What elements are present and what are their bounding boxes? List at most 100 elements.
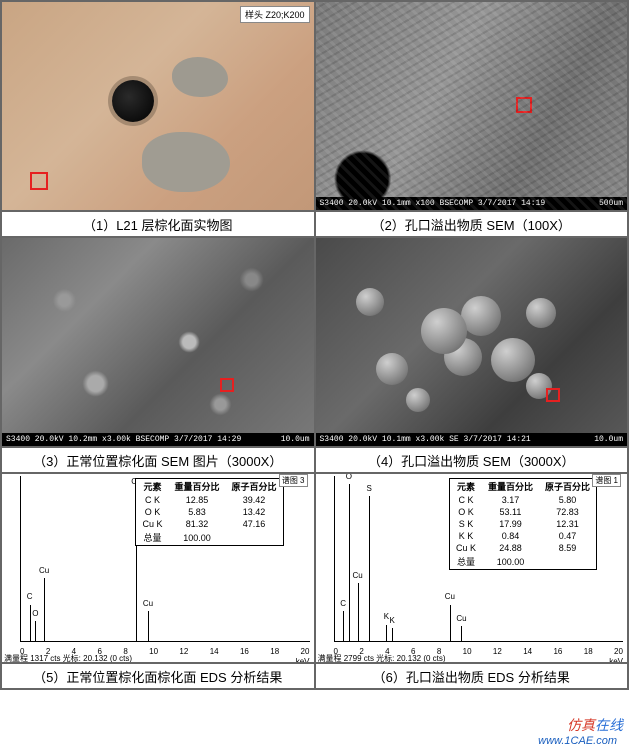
xaxis-tick: 18 [270, 647, 279, 656]
eds-td: 12.85 [168, 494, 225, 506]
xaxis-tick: 12 [179, 647, 188, 656]
eds-td: 53.11 [482, 506, 539, 518]
watermark-a: 仿真 [567, 717, 595, 733]
panel-1-caption: （1）L21 层棕化面实物图 [1, 211, 315, 237]
eds-td: 5.80 [539, 494, 597, 506]
eds-peak [450, 605, 451, 641]
xaxis-tick: 18 [584, 647, 593, 656]
eds-td: C K [449, 494, 482, 506]
watermark-url: www.1CAE.com [538, 735, 617, 747]
eds-th: 原子百分比 [225, 479, 283, 495]
panel-2-redbox [516, 97, 532, 113]
panel-4-semlabel: S3400 20.0kV 10.1mm x3.00k SE 3/7/2017 1… [316, 433, 628, 446]
panel-5-toptag: 谱图 3 [279, 474, 308, 487]
panel-2-caption: （2）孔口溢出物质 SEM（100X） [315, 211, 629, 237]
eds-td: 17.99 [482, 518, 539, 530]
panel-1-image: 样头 Z20;K200 [1, 1, 315, 211]
eds-peak [343, 611, 344, 641]
eds-peak [461, 626, 462, 641]
eds-td [539, 554, 597, 570]
sem-bubble [356, 288, 384, 316]
eds-th: 重量百分比 [168, 479, 225, 495]
eds-td: 81.32 [168, 518, 225, 530]
eds-td: 0.47 [539, 530, 597, 542]
eds-th: 元素 [136, 479, 169, 495]
eds-peak-label: O [346, 473, 352, 481]
eds-th: 元素 [449, 479, 482, 495]
eds-peak-label: C [340, 599, 346, 608]
eds-peak-label: Cu [456, 614, 466, 623]
sem-bubble [461, 296, 501, 336]
eds-td: 72.83 [539, 506, 597, 518]
xaxis-tick: 16 [240, 647, 249, 656]
panel-3-redbox [220, 378, 234, 392]
eds-peak [392, 628, 393, 641]
xaxis-tick: 14 [210, 647, 219, 656]
eds-td: 47.16 [225, 518, 283, 530]
eds-peak [386, 625, 387, 642]
eds-peak [369, 496, 370, 641]
watermark-b: 在线 [595, 717, 623, 733]
eds-peak-label: Cu [445, 592, 455, 601]
eds-td: O K [136, 506, 169, 518]
sem-bubble [526, 298, 556, 328]
panel-1-tag: 样头 Z20;K200 [240, 6, 310, 23]
eds-peak [148, 611, 149, 641]
panel-2-semlabel: S3400 20.0kV 10.1mm x100 BSECOMP 3/7/201… [316, 197, 628, 210]
eds-peak-label: Cu [352, 571, 362, 580]
panel-3-image: S3400 20.0kV 10.2mm x3.00k BSECOMP 3/7/2… [1, 237, 315, 447]
panel-6-bottomtext: 满量程 2799 cts 光标: 20.132 (0 cts) [318, 653, 446, 663]
panel-6-table: 元素重量百分比原子百分比C K3.175.80O K53.1172.83S K1… [449, 478, 597, 570]
eds-td: 8.59 [539, 542, 597, 554]
eds-td: 100.00 [482, 554, 539, 570]
sem-bubble [421, 308, 467, 354]
panel-3-caption: （3）正常位置棕化面 SEM 图片（3000X） [1, 447, 315, 473]
eds-td: K K [449, 530, 482, 542]
panel-4-caption: （4）孔口溢出物质 SEM（3000X） [315, 447, 629, 473]
panel-6-eds: 谱图 1 COCuSKKCuCu 元素重量百分比原子百分比C K3.175.80… [315, 473, 629, 663]
eds-peak-label: C [27, 592, 33, 601]
eds-th: 原子百分比 [539, 479, 597, 495]
panel-3-semlabel-right: 10.0um [281, 435, 310, 444]
eds-peak-label: S [366, 484, 371, 493]
eds-peak [349, 484, 350, 641]
panel-5-caption: （5）正常位置棕化面棕化面 EDS 分析结果 [1, 663, 315, 689]
eds-peak-label: K [390, 616, 395, 625]
eds-td: 5.83 [168, 506, 225, 518]
eds-td: S K [449, 518, 482, 530]
panel-3-semlabel: S3400 20.0kV 10.2mm x3.00k BSECOMP 3/7/2… [2, 433, 314, 446]
eds-peak-label: O [32, 609, 38, 618]
eds-td: 总量 [449, 554, 482, 570]
eds-td: 总量 [136, 530, 169, 546]
eds-peak [358, 583, 359, 641]
eds-peak [30, 605, 31, 641]
eds-td: Cu K [136, 518, 169, 530]
xaxis-tick: 14 [523, 647, 532, 656]
watermark: 仿真在线 www.1CAE.com [567, 715, 623, 735]
panel-3-semlabel-left: S3400 20.0kV 10.2mm x3.00k BSECOMP 3/7/2… [6, 435, 241, 444]
xaxis-tick: 10 [149, 647, 158, 656]
eds-td [225, 530, 283, 546]
eds-td: 13.42 [225, 506, 283, 518]
panel-2-semlabel-left: S3400 20.0kV 10.1mm x100 BSECOMP 3/7/201… [320, 199, 546, 208]
panel-4-image: S3400 20.0kV 10.1mm x3.00k SE 3/7/2017 1… [315, 237, 629, 447]
panel-2-semlabel-right: 500um [599, 199, 623, 208]
eds-td: O K [449, 506, 482, 518]
panel-1-redbox [30, 172, 48, 190]
eds-td: 100.00 [168, 530, 225, 546]
xaxis-tick: 20 [301, 647, 310, 656]
sem-bubble [491, 338, 535, 382]
eds-peak-label: Cu [39, 566, 49, 575]
panel-5-table: 元素重量百分比原子百分比 C K12.8539.42 O K5.8313.42 Cu … [135, 478, 283, 546]
eds-td: 39.42 [225, 494, 283, 506]
xaxis-tick: 16 [553, 647, 562, 656]
panel-6-caption: （6）孔口溢出物质 EDS 分析结果 [315, 663, 629, 689]
panel-4-semlabel-left: S3400 20.0kV 10.1mm x3.00k SE 3/7/2017 1… [320, 435, 531, 444]
eds-td: C K [136, 494, 169, 506]
eds-peak-label: K [384, 612, 389, 621]
panel-1-blob1 [172, 57, 228, 97]
eds-td: 3.17 [482, 494, 539, 506]
figure-grid: 样头 Z20;K200 S3400 20.0kV 10.1mm x100 BSE… [0, 0, 629, 690]
eds-td: 24.88 [482, 542, 539, 554]
eds-peak-label: Cu [143, 599, 153, 608]
